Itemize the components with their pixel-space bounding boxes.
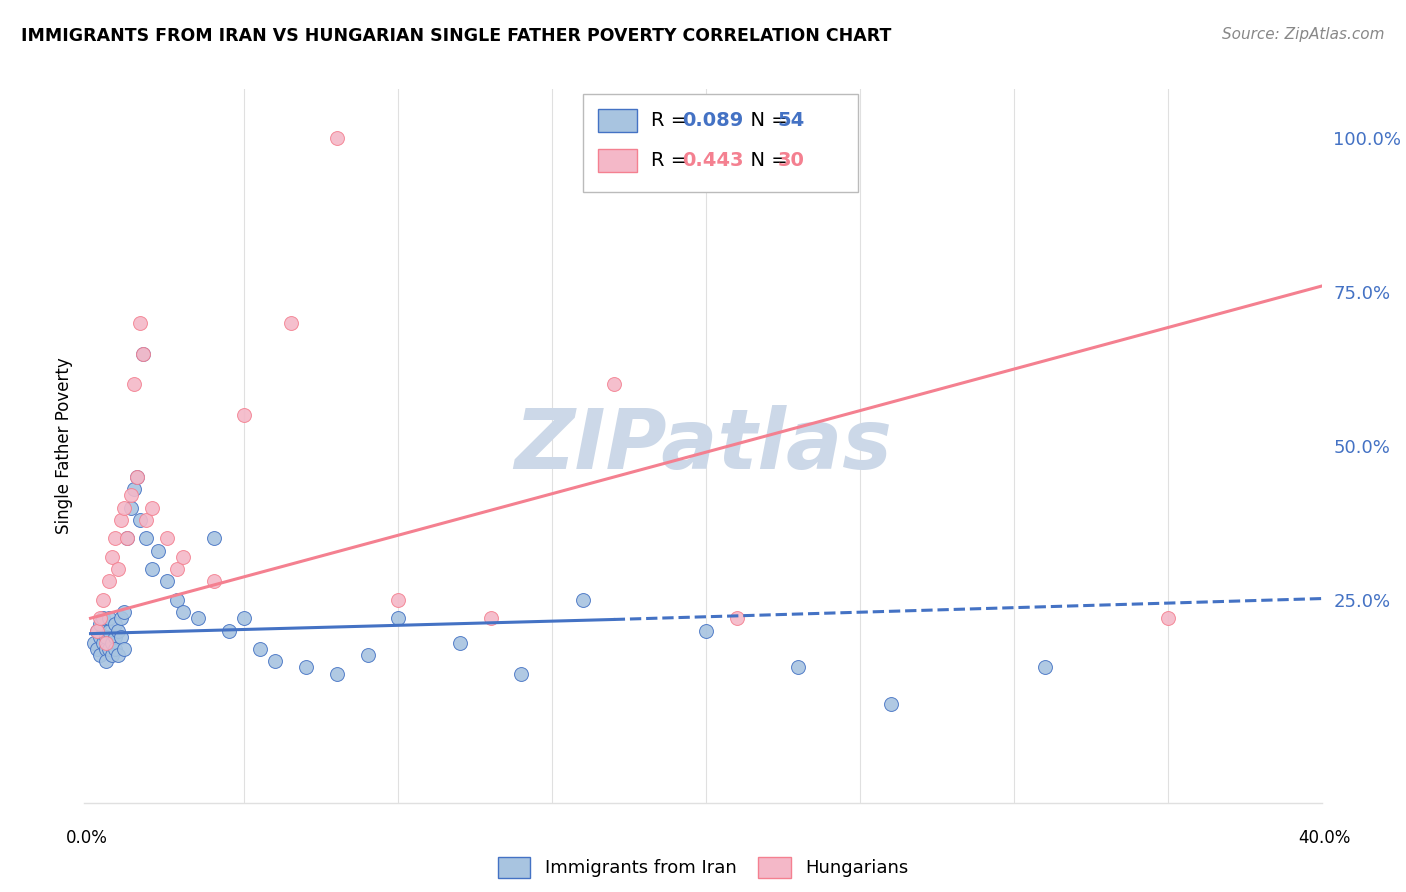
Point [233, 611, 256, 625]
Point [387, 611, 409, 625]
Point [104, 630, 127, 644]
Point [94, 630, 117, 644]
Point [101, 648, 124, 662]
Text: 40.0%: 40.0% [1298, 829, 1351, 847]
Point [128, 316, 150, 330]
Point [141, 562, 163, 576]
Point [202, 531, 225, 545]
Point [125, 469, 148, 483]
Point [104, 642, 127, 657]
Point [112, 500, 135, 515]
Point [695, 624, 717, 638]
Point [295, 660, 318, 674]
Point [91, 611, 114, 625]
Point [141, 500, 163, 515]
Point [107, 624, 129, 638]
Point [122, 482, 145, 496]
Text: R =: R = [651, 151, 693, 170]
Text: N =: N = [738, 111, 794, 130]
Point [132, 347, 155, 361]
Point [249, 642, 271, 657]
Text: Source: ZipAtlas.com: Source: ZipAtlas.com [1222, 27, 1385, 42]
Point [89, 611, 111, 625]
Point [94, 642, 117, 657]
Point [264, 654, 287, 668]
Point [98, 574, 121, 589]
Point [356, 648, 378, 662]
Point [101, 636, 124, 650]
Point [187, 611, 209, 625]
Point [510, 666, 533, 681]
Point [172, 605, 194, 619]
Point [98, 611, 121, 625]
Point [112, 642, 135, 657]
Legend: Immigrants from Iran, Hungarians: Immigrants from Iran, Hungarians [489, 847, 917, 887]
Point [449, 636, 471, 650]
Point [83, 636, 105, 650]
Point [280, 316, 302, 330]
Point [326, 666, 349, 681]
Point [91, 636, 114, 650]
Point [233, 409, 256, 423]
Text: IMMIGRANTS FROM IRAN VS HUNGARIAN SINGLE FATHER POVERTY CORRELATION CHART: IMMIGRANTS FROM IRAN VS HUNGARIAN SINGLE… [21, 27, 891, 45]
Point [86, 642, 108, 657]
Text: 0.0%: 0.0% [66, 829, 108, 847]
Point [110, 630, 132, 644]
Point [91, 592, 114, 607]
Point [107, 648, 129, 662]
Text: 30: 30 [778, 151, 804, 170]
Point [125, 469, 148, 483]
Point [94, 654, 117, 668]
Point [218, 624, 240, 638]
Text: 0.443: 0.443 [682, 151, 744, 170]
Point [326, 131, 349, 145]
Point [148, 543, 170, 558]
Point [787, 660, 810, 674]
Point [156, 531, 179, 545]
Text: 0.089: 0.089 [682, 111, 744, 130]
Y-axis label: Single Father Poverty: Single Father Poverty [55, 358, 73, 534]
Point [104, 531, 127, 545]
Point [725, 611, 748, 625]
Point [117, 531, 139, 545]
Point [166, 562, 188, 576]
Point [89, 648, 111, 662]
Point [112, 605, 135, 619]
Point [135, 513, 157, 527]
Point [110, 611, 132, 625]
Point [98, 642, 121, 657]
Point [156, 574, 179, 589]
Point [172, 549, 194, 564]
Point [89, 630, 111, 644]
Point [104, 617, 127, 632]
Point [479, 611, 502, 625]
Point [202, 574, 225, 589]
Point [107, 562, 129, 576]
Point [110, 513, 132, 527]
Point [101, 549, 124, 564]
Point [86, 624, 108, 638]
Point [387, 592, 409, 607]
Text: 54: 54 [778, 111, 804, 130]
Text: ZIPatlas: ZIPatlas [515, 406, 891, 486]
Point [166, 592, 188, 607]
Point [117, 531, 139, 545]
Point [86, 624, 108, 638]
Text: N =: N = [738, 151, 794, 170]
Point [94, 636, 117, 650]
Point [89, 617, 111, 632]
Point [128, 513, 150, 527]
Point [1157, 611, 1180, 625]
Point [120, 500, 142, 515]
Point [572, 592, 595, 607]
Text: R =: R = [651, 111, 693, 130]
Point [120, 488, 142, 502]
Point [98, 624, 121, 638]
Point [1033, 660, 1056, 674]
Point [132, 347, 155, 361]
Point [122, 377, 145, 392]
Point [603, 377, 626, 392]
Point [135, 531, 157, 545]
Point [880, 698, 903, 712]
